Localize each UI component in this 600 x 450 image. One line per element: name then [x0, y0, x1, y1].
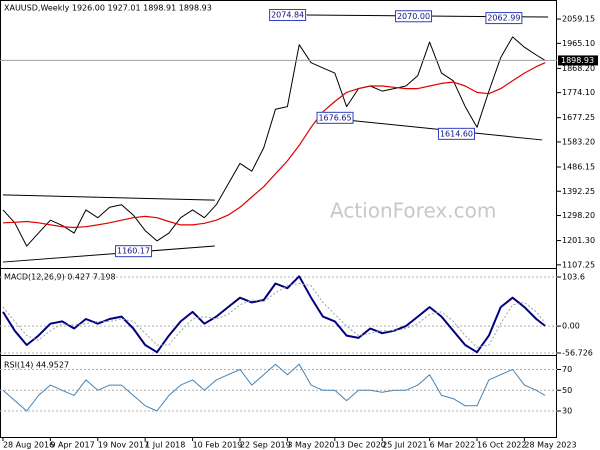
y-tick-label: -56.726	[562, 348, 593, 357]
last-price-box	[558, 55, 598, 66]
y-tick-label: 0.00	[562, 322, 580, 331]
y-tick-label: 1583.20	[562, 137, 595, 146]
y-tick-label: 1486.15	[562, 163, 595, 172]
annotation-label: 2062.99	[487, 14, 520, 23]
y-tick-label: 1107.25	[562, 260, 595, 269]
y-tick-label: 1774.10	[562, 88, 595, 97]
annotation-box	[316, 111, 354, 124]
trend-line	[2, 245, 215, 263]
annotation-box	[269, 9, 307, 22]
y-tick-label: 1677.25	[562, 113, 595, 122]
series-line	[2, 363, 546, 412]
series-line	[2, 62, 546, 229]
x-tick-label: 1 Jul 2018	[145, 441, 185, 450]
x-tick-label: 13 Dec 2020	[335, 441, 386, 450]
y-tick-label: 2059.15	[562, 15, 595, 24]
annotation-label: 2070.00	[397, 12, 430, 21]
y-tick-label: 30	[562, 407, 572, 416]
x-tick-label: 3 May 2020	[287, 441, 334, 450]
trend-line	[2, 194, 215, 201]
x-tick-label: 16 Oct 2022	[477, 441, 526, 450]
y-tick-label: 1298.20	[562, 211, 595, 220]
y-tick-label: 1392.25	[562, 187, 595, 196]
trend-line	[316, 116, 543, 141]
x-tick-label: 25 Jul 2021	[382, 441, 427, 450]
series-line	[2, 36, 546, 247]
x-tick-label: 9 Apr 2017	[50, 441, 94, 450]
x-tick-label: 19 Nov 2017	[98, 441, 149, 450]
panel-title: RSI(14) 44.9527	[4, 361, 69, 370]
x-tick-label: 6 Mar 2022	[430, 441, 476, 450]
chart-title: XAUUSD,Weekly 1926.00 1927.01 1898.91 18…	[4, 4, 212, 13]
watermark: ActionForex.com	[330, 199, 496, 223]
annotation-label: 1676.65	[318, 113, 351, 122]
annotation-label: 2074.84	[271, 11, 304, 20]
annotation-label: 1614.60	[440, 129, 473, 138]
plot-frame	[0, 0, 557, 438]
y-tick-label: 70	[562, 365, 572, 374]
x-tick-label: 28 Aug 2016	[3, 441, 54, 450]
y-tick-label: 1868.20	[562, 64, 595, 73]
series-line	[2, 275, 546, 354]
panel-title: MACD(12,26,9) 0.427 7.198	[4, 273, 116, 282]
annotation-label: 1160.17	[117, 247, 150, 256]
annotation-box	[395, 10, 433, 23]
x-tick-label: 22 Sep 2019	[240, 441, 291, 450]
annotation-box	[437, 127, 475, 140]
x-tick-label: 28 May 2023	[524, 441, 576, 450]
y-tick-label: 1965.10	[562, 39, 595, 48]
y-tick-label: 50	[562, 386, 572, 395]
last-price-label: 1898.93	[561, 56, 594, 65]
annotation-box	[485, 12, 523, 25]
y-tick-label: 103.6	[562, 273, 585, 282]
y-tick-label: 1201.30	[562, 236, 595, 245]
x-tick-label: 10 Feb 2019	[193, 441, 243, 450]
annotation-box	[115, 245, 153, 258]
